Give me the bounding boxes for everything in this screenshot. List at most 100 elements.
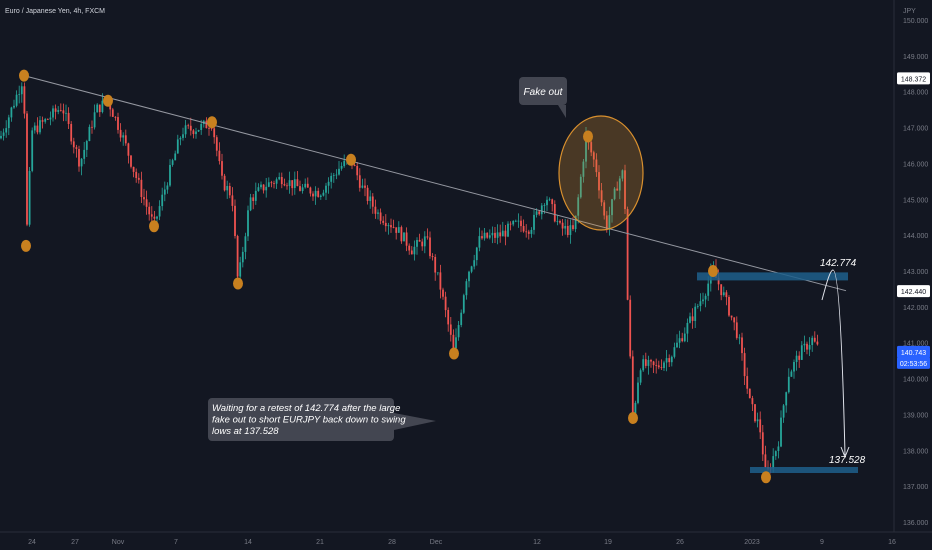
candle-body xyxy=(527,231,530,234)
candle-body xyxy=(231,195,234,206)
candle-body xyxy=(725,292,728,298)
candle-body xyxy=(283,184,286,186)
swing-point-marker[interactable] xyxy=(207,116,217,129)
swing-point-marker[interactable] xyxy=(449,347,459,360)
fake-out-highlight[interactable] xyxy=(558,115,644,231)
candle-body xyxy=(746,376,749,389)
candle-body xyxy=(452,334,455,349)
candle-body xyxy=(145,199,148,207)
candle-body xyxy=(70,124,73,142)
candle-body xyxy=(468,271,470,282)
candle-body xyxy=(798,355,801,360)
candle-body xyxy=(226,186,229,191)
candle-body xyxy=(301,187,304,191)
fake-out-label: Fake out xyxy=(524,87,564,98)
candle-body xyxy=(83,149,86,159)
candle-body xyxy=(501,230,504,237)
candle-body xyxy=(353,165,356,166)
candle-body xyxy=(624,170,626,210)
candle-body xyxy=(806,343,808,350)
time-tick-label: 24 xyxy=(28,539,36,546)
price-tick-label: 149.000 xyxy=(903,54,928,61)
candle-body xyxy=(0,135,2,139)
candle-body xyxy=(280,177,283,185)
candle-body xyxy=(486,232,489,238)
candle-body xyxy=(717,277,720,285)
swing-point-marker[interactable] xyxy=(19,69,29,82)
candle-body xyxy=(626,209,629,300)
price-tick-label: 143.000 xyxy=(903,269,928,276)
candle-body xyxy=(358,175,361,188)
candle-body xyxy=(694,306,697,321)
candle-body xyxy=(738,337,741,339)
candle-body xyxy=(803,343,806,346)
level-high-label: 142.774 xyxy=(820,258,857,269)
swing-point-marker[interactable] xyxy=(761,471,771,484)
projection-arrow[interactable] xyxy=(821,269,846,456)
symbol-title[interactable]: Euro / Japanese Yen, 4h, FXCM xyxy=(5,8,105,15)
swing-point-marker[interactable] xyxy=(708,265,718,277)
candle-body xyxy=(306,183,309,188)
candle-body xyxy=(62,110,65,114)
candle-body xyxy=(683,333,686,342)
swing-point-marker[interactable] xyxy=(149,220,159,233)
candle-body xyxy=(44,119,47,122)
candle-body xyxy=(397,227,400,233)
candle-body xyxy=(405,232,408,246)
candle-body xyxy=(455,337,457,349)
note-callout[interactable]: Waiting for a retest of 142.774 after th… xyxy=(208,398,436,441)
candle-body xyxy=(335,174,338,176)
candle-body xyxy=(598,172,600,191)
candle-body xyxy=(85,141,88,150)
resistance-zone[interactable] xyxy=(697,272,848,281)
support-zone[interactable] xyxy=(750,467,858,473)
candle-body xyxy=(148,206,151,215)
candle-body xyxy=(785,392,788,406)
swing-point-marker[interactable] xyxy=(346,153,356,166)
candle-body xyxy=(241,251,244,263)
price-badge-text: 02:53:56 xyxy=(900,361,927,368)
candle-body xyxy=(548,199,551,201)
candle-body xyxy=(20,86,23,95)
candle-body xyxy=(481,236,483,239)
candle-body xyxy=(304,183,307,188)
candle-body xyxy=(660,367,663,368)
candle-body xyxy=(569,225,572,235)
fake-out-callout[interactable]: Fake out xyxy=(519,77,567,118)
candle-body xyxy=(176,139,179,154)
time-axis[interactable]: 24 27 Nov 7 14 21 28 Dec 12 19 26 2023 9 16 xyxy=(28,539,896,546)
candle-body xyxy=(678,338,681,343)
candle-body xyxy=(457,325,460,338)
price-badge-text: 148.372 xyxy=(901,76,926,83)
time-tick-label: Nov xyxy=(112,539,125,546)
swing-point-marker[interactable] xyxy=(103,94,113,107)
candle-body xyxy=(317,190,320,197)
price-badge xyxy=(897,345,930,358)
price-badge xyxy=(897,285,930,298)
candle-body xyxy=(10,107,13,118)
candle-body xyxy=(28,171,31,225)
price-tick-label: 137.000 xyxy=(903,484,928,491)
candle-body xyxy=(793,362,795,372)
candle-body xyxy=(275,179,278,184)
swing-point-marker[interactable] xyxy=(628,412,638,424)
candle-body xyxy=(600,190,603,203)
candle-body xyxy=(665,358,668,363)
swing-point-marker[interactable] xyxy=(583,130,593,143)
swing-point-marker[interactable] xyxy=(233,277,243,290)
candle-body xyxy=(319,195,322,197)
candle-body xyxy=(525,231,528,233)
price-axis[interactable]: 136.000 137.000 138.000 139.000 140.000 141.0… xyxy=(903,18,928,527)
candle-body xyxy=(96,104,99,113)
candle-body xyxy=(273,183,275,184)
candle-body xyxy=(377,212,379,214)
descending-trendline[interactable] xyxy=(23,75,847,292)
candle-body xyxy=(608,215,611,229)
candle-body xyxy=(291,180,294,189)
candle-body xyxy=(39,120,41,133)
candle-body xyxy=(286,185,288,187)
candle-body xyxy=(390,225,392,228)
swing-point-marker[interactable] xyxy=(21,239,31,252)
candle-body xyxy=(379,212,382,221)
